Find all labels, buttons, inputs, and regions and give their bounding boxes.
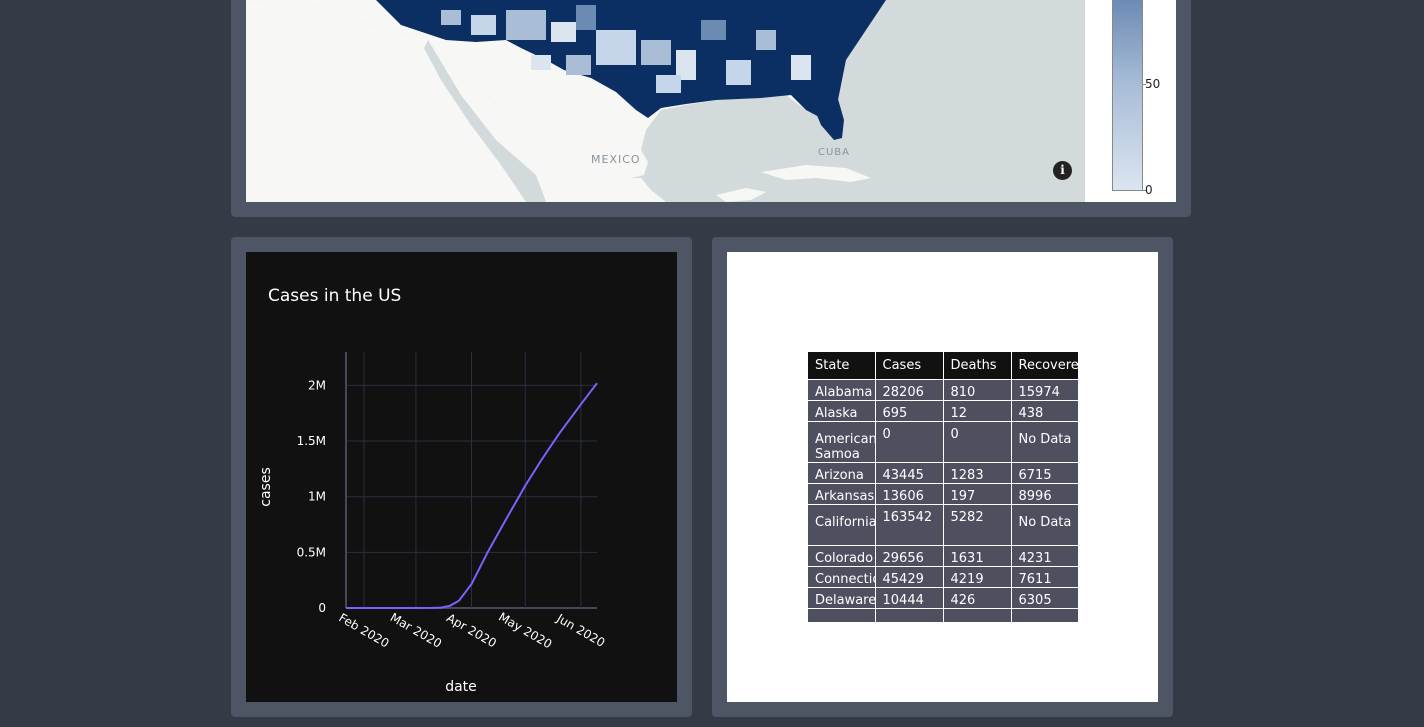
table-cell: [875, 608, 944, 622]
table-cell: Alaska: [808, 400, 876, 422]
table-cell: Arizona: [808, 462, 876, 484]
table-cell: 10444: [875, 587, 944, 609]
column-header-recovered[interactable]: Recovered: [1011, 352, 1078, 380]
table-cell: No Data: [1011, 421, 1078, 463]
table-cell: [808, 608, 876, 622]
table-row: American Samoa 0 0 No Data: [808, 421, 1078, 463]
table-cell: [1011, 608, 1078, 622]
x-axis-label: date: [445, 679, 477, 695]
table-cell: 426: [943, 587, 1012, 609]
x-tick-label: Mar 2020: [388, 610, 444, 651]
colorbar: 50 0: [1085, 0, 1176, 202]
table-row: [808, 608, 1078, 622]
colorbar-tickmark: [1142, 190, 1146, 191]
table-cell: 4231: [1011, 545, 1078, 567]
table-cell: No Data: [1011, 504, 1078, 546]
table-cell: 197: [943, 483, 1012, 505]
table-cell: 1283: [943, 462, 1012, 484]
table-row: California 163542 5282 No Data: [808, 504, 1078, 546]
choropleth-map[interactable]: MEXICO CUBA i: [246, 0, 1085, 202]
y-tick-label: 1M: [308, 490, 326, 504]
table-card: State Cases Deaths Recovered Alabama2820…: [712, 237, 1173, 717]
state-data-table: State Cases Deaths Recovered Alabama2820…: [808, 352, 1078, 622]
colorbar-tickmark: [1142, 84, 1146, 85]
map-base-layer: [246, 0, 1085, 202]
y-tick-label: 1.5M: [297, 434, 326, 448]
data-table-scroll[interactable]: State Cases Deaths Recovered Alabama2820…: [808, 352, 1078, 622]
x-tick-label: Apr 2020: [444, 611, 499, 651]
colorbar-tick-50: 50: [1145, 77, 1161, 91]
chart-card: Cases in the US 0 0.5M 1M 1.5M 2M Feb 2020 Ma…: [231, 237, 692, 717]
colorbar-gradient: [1112, 0, 1143, 191]
table-cell: 8996: [1011, 483, 1078, 505]
cases-line-chart[interactable]: Cases in the US 0 0.5M 1M 1.5M 2M Feb 2020 Ma…: [246, 252, 677, 702]
table-cell: American Samoa: [808, 421, 876, 463]
table-cell: Alabama: [808, 379, 876, 401]
table-cell: Arkansas: [808, 483, 876, 505]
y-axis-label: cases: [258, 467, 274, 506]
table-cell: 5282: [943, 504, 1012, 546]
table-row: Alaska 695 12 438: [808, 400, 1078, 422]
table-cell: 13606: [875, 483, 944, 505]
table-cell: 29656: [875, 545, 944, 567]
table-cell: Colorado: [808, 545, 876, 567]
x-tick-label: May 2020: [496, 610, 554, 652]
info-icon[interactable]: i: [1053, 161, 1072, 180]
column-header-deaths[interactable]: Deaths: [943, 352, 1012, 380]
table-row: Alabama 28206 810 15974: [808, 379, 1078, 401]
x-tick-label: Jun 2020: [554, 611, 608, 650]
chart-title: Cases in the US: [268, 286, 401, 306]
table-cell: 438: [1011, 400, 1078, 422]
table-cell: 28206: [875, 379, 944, 401]
table-cell: 12: [943, 400, 1012, 422]
table-cell: 7611: [1011, 566, 1078, 588]
y-axis-ticks: 0 0.5M 1M 1.5M 2M: [297, 378, 326, 615]
cuba-label: CUBA: [818, 147, 851, 158]
chart-grid: [345, 352, 597, 609]
table-cell: 15974: [1011, 379, 1078, 401]
table-cell: 6715: [1011, 462, 1078, 484]
table-row: Connecticut4542942197611: [808, 566, 1078, 588]
table-panel: State Cases Deaths Recovered Alabama2820…: [727, 252, 1158, 702]
y-tick-label: 0.5M: [297, 545, 326, 559]
map-card: MEXICO CUBA i 50 0: [231, 0, 1191, 217]
column-header-cases[interactable]: Cases: [875, 352, 944, 380]
table-row: Arizona 43445 1283 6715: [808, 462, 1078, 484]
table-cell: 45429: [875, 566, 944, 588]
table-cell: 0: [943, 421, 1012, 463]
table-cell: California: [808, 504, 876, 546]
colorbar-tick-0: 0: [1145, 183, 1153, 197]
table-row: Colorado 29656 1631 4231: [808, 545, 1078, 567]
y-tick-label: 2M: [308, 378, 326, 392]
table-cell: 43445: [875, 462, 944, 484]
column-header-state[interactable]: State: [808, 352, 876, 380]
table-cell: 163542: [875, 504, 944, 546]
table-cell: Delaware: [808, 587, 876, 609]
table-cell: 4219: [943, 566, 1012, 588]
table-cell: 6305: [1011, 587, 1078, 609]
table-header-row: State Cases Deaths Recovered: [808, 352, 1078, 380]
table-cell: 1631: [943, 545, 1012, 567]
table-cell: 810: [943, 379, 1012, 401]
table-cell: Connecticut: [808, 566, 876, 588]
table-row: Arkansas 13606 197 8996: [808, 483, 1078, 505]
y-tick-label: 0: [318, 601, 326, 615]
series-line-cases: [346, 382, 598, 609]
table-row: Delaware 10444 426 6305: [808, 587, 1078, 609]
x-tick-label: Feb 2020: [336, 611, 391, 651]
mexico-label: MEXICO: [591, 153, 641, 166]
table-cell: 0: [875, 421, 944, 463]
table-cell: [943, 608, 1012, 622]
table-cell: 695: [875, 400, 944, 422]
